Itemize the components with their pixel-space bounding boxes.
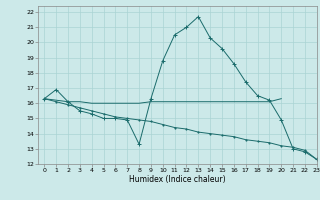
- X-axis label: Humidex (Indice chaleur): Humidex (Indice chaleur): [129, 175, 226, 184]
